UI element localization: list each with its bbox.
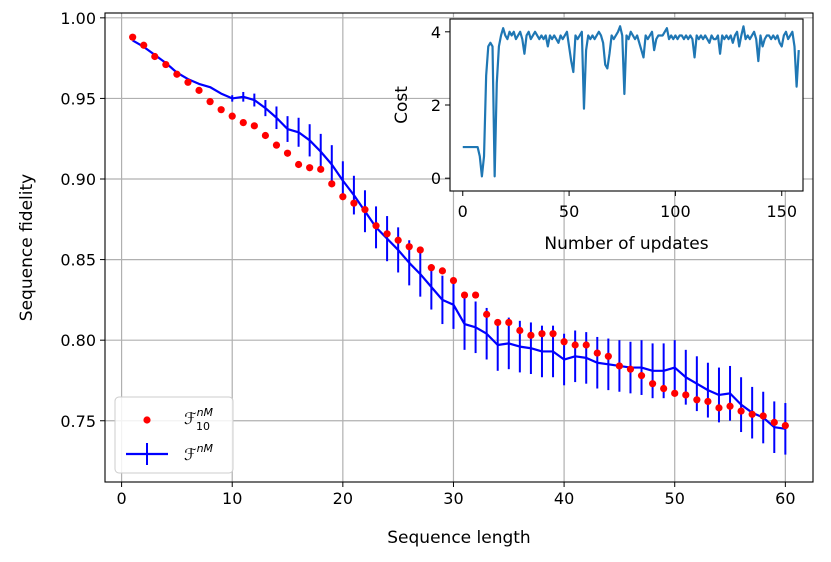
- scatter-point-f10nm: [350, 199, 358, 207]
- scatter-point-f10nm: [582, 341, 590, 349]
- scatter-point-f10nm: [704, 397, 712, 406]
- scatter-point-f10nm: [328, 180, 336, 188]
- scatter-point-f10nm: [261, 131, 270, 140]
- scatter-point-f10nm: [140, 41, 148, 49]
- scatter-point-f10nm: [660, 384, 668, 393]
- scatter-point-f10nm: [129, 33, 137, 41]
- scatter-point-f10nm: [361, 206, 369, 214]
- legend-symbol: ℱ: [184, 445, 197, 464]
- x-tick-label: 10: [222, 489, 242, 508]
- y-tick-label: 0.95: [60, 89, 96, 108]
- scatter-point-f10nm: [604, 352, 612, 360]
- scatter-point-f10nm: [427, 264, 435, 272]
- series-line-fnm: [132, 39, 786, 430]
- scatter-point-f10nm: [460, 291, 469, 299]
- scatter-point-f10nm: [383, 230, 391, 238]
- scatter-point-f10nm: [748, 410, 756, 418]
- scatter-point-f10nm: [184, 78, 192, 86]
- inset-x-tick-label: 100: [660, 202, 691, 221]
- legend-box: [114, 396, 234, 474]
- scatter-point-f10nm: [317, 165, 325, 173]
- scatter-point-f10nm: [759, 412, 767, 420]
- x-tick-label: 40: [554, 489, 574, 508]
- x-tick-label: 30: [443, 489, 463, 508]
- scatter-point-f10nm: [239, 118, 247, 127]
- scatter-point-f10nm: [560, 338, 568, 346]
- scatter-point-f10nm: [483, 310, 491, 318]
- legend-superscript: nM: [197, 442, 214, 455]
- scatter-point-f10nm: [394, 236, 402, 244]
- scatter-point-f10nm: [682, 391, 690, 399]
- y-tick-label: 0.75: [60, 412, 96, 431]
- scatter-point-f10nm: [195, 86, 203, 94]
- x-tick-label: 60: [775, 489, 795, 508]
- scatter-point-f10nm: [438, 267, 447, 275]
- inset-chart: 0 50 100 150 0 2 4 Number of updates Cost: [392, 18, 804, 254]
- scatter-point-f10nm: [737, 407, 745, 415]
- scatter-point-f10nm: [671, 389, 679, 397]
- scatter-point-f10nm: [770, 418, 778, 426]
- inset-x-tick-label: 0: [458, 202, 468, 221]
- inset-y-tick-label: 0: [431, 169, 441, 188]
- scatter-point-f10nm: [339, 193, 347, 201]
- scatter-point-f10nm: [648, 380, 657, 388]
- scatter-point-f10nm: [306, 164, 314, 172]
- scatter-point-f10nm: [593, 349, 601, 357]
- scatter-point-f10nm: [471, 291, 480, 299]
- y-axis-label: Sequence fidelity: [17, 174, 37, 321]
- scatter-point-f10nm: [626, 365, 635, 373]
- scatter-point-f10nm: [693, 396, 701, 404]
- scatter-point-f10nm: [615, 362, 624, 370]
- y-tick-label: 0.80: [60, 331, 96, 350]
- scatter-point-f10nm: [571, 341, 579, 349]
- legend-superscript: nM: [197, 406, 214, 419]
- scatter-point-f10nm: [416, 246, 424, 254]
- scatter-point-f10nm: [549, 330, 557, 338]
- inset-y-tick-label: 2: [431, 96, 441, 115]
- y-tick-label: 0.90: [60, 170, 96, 189]
- cost-line: [462, 25, 800, 178]
- legend-label-fnm: ℱnM: [184, 442, 214, 464]
- plot-frame: [104, 12, 814, 483]
- scatter-point-f10nm: [715, 404, 723, 412]
- scatter-point-f10nm: [250, 122, 258, 130]
- y-tick-label: 1.00: [60, 9, 96, 28]
- scatter-point-f10nm: [228, 112, 236, 120]
- legend-subscript: 10: [196, 420, 210, 433]
- scatter-point-f10nm: [516, 326, 524, 335]
- x-tick-label: 50: [665, 489, 685, 508]
- scatter-point-f10nm: [294, 160, 303, 169]
- scatter-point-f10nm: [781, 421, 789, 430]
- scatter-point-f10nm: [151, 52, 159, 61]
- inset-y-axis-label: Cost: [392, 86, 412, 124]
- legend-symbol: ℱ: [184, 409, 197, 428]
- x-axis-label: Sequence length: [387, 528, 530, 548]
- scatter-point-f10nm: [449, 276, 458, 285]
- legend-marker-f10nm: [143, 416, 151, 424]
- scatter-point-f10nm: [527, 331, 535, 339]
- scatter-point-f10nm: [538, 330, 546, 338]
- scatter-point-f10nm: [505, 318, 513, 327]
- scatter-point-f10nm: [405, 243, 413, 251]
- x-tick-label: 0: [117, 489, 127, 508]
- scatter-point-f10nm: [494, 318, 502, 327]
- inset-y-tick-label: 4: [431, 23, 441, 42]
- scatter-point-f10nm: [283, 149, 292, 157]
- scatter-point-f10nm: [272, 141, 281, 149]
- scatter-point-f10nm: [217, 106, 225, 114]
- inset-x-tick-label: 50: [559, 202, 579, 221]
- legend-label-f10nm: ℱnM 10: [184, 406, 214, 433]
- scatter-point-f10nm: [206, 98, 214, 106]
- inset-x-axis-label: Number of updates: [544, 234, 708, 254]
- inset-x-tick-label: 150: [766, 202, 797, 221]
- scatter-point-f10nm: [372, 222, 380, 230]
- scatter-point-f10nm: [162, 60, 170, 69]
- scatter-point-f10nm: [173, 70, 181, 78]
- scatter-point-f10nm: [637, 372, 646, 380]
- y-tick-label: 0.85: [60, 251, 96, 270]
- x-tick-label: 20: [333, 489, 353, 508]
- scatter-point-f10nm: [726, 402, 734, 410]
